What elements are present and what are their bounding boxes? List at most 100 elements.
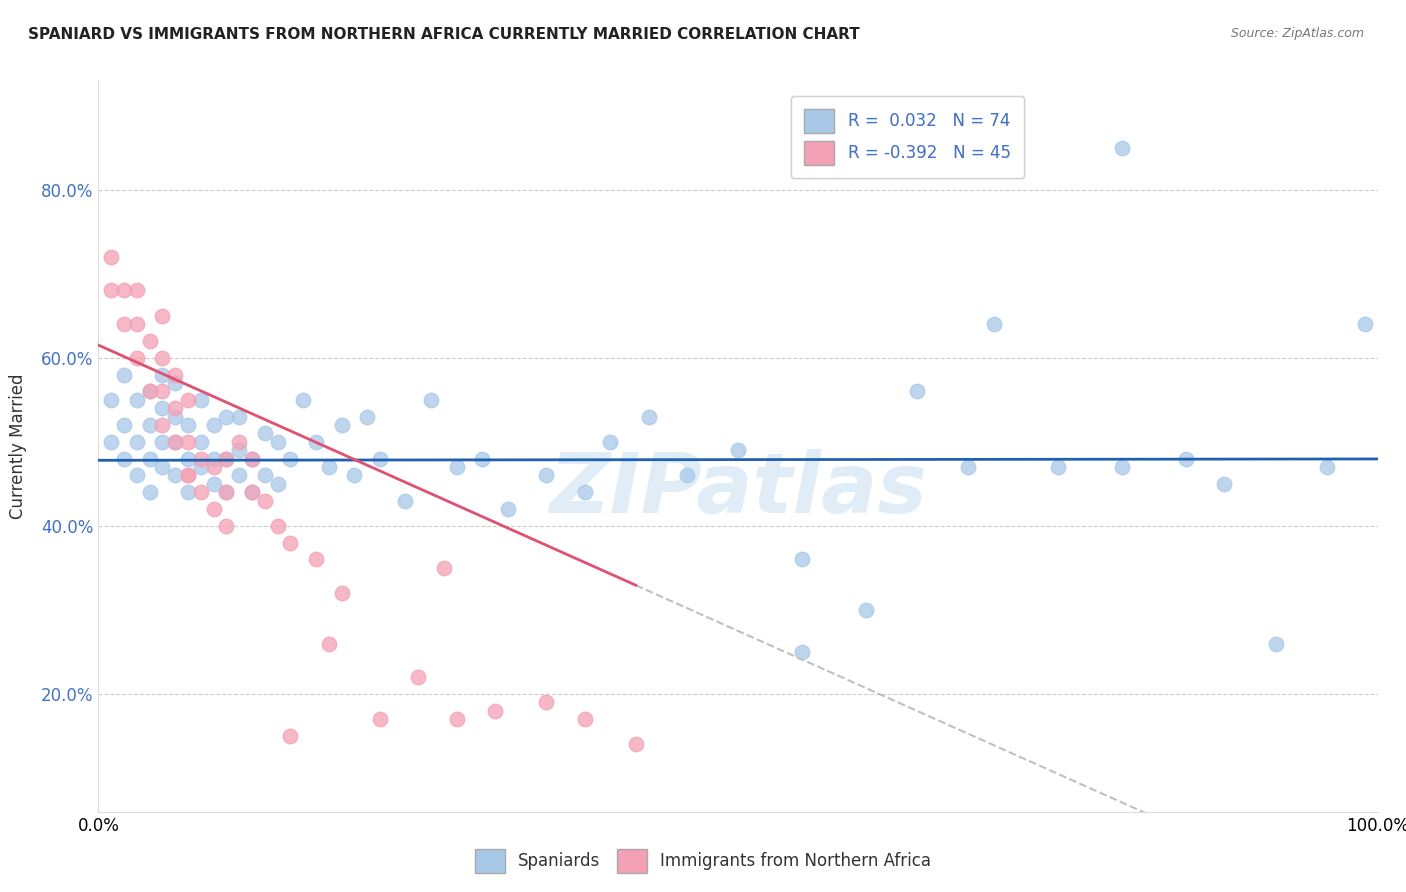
Point [100,392,122,407]
Legend: Spaniards, Immigrants from Northern Africa: Spaniards, Immigrants from Northern Afri… [468,842,938,880]
Point [957,460,980,475]
Point [190,485,212,500]
Point [1316,460,1339,475]
Point [152,309,174,323]
Point [574,712,596,726]
Point [138,384,160,399]
Point [125,317,148,331]
Point [125,434,148,449]
Point [471,451,494,466]
Text: ZIPatlas: ZIPatlas [550,450,927,531]
Point [278,729,301,743]
Point [228,468,250,483]
Point [138,451,160,466]
Point [624,738,647,752]
Point [100,284,122,298]
Point [190,451,212,466]
Point [215,519,238,533]
Point [138,417,160,432]
Point [253,426,276,441]
Point [215,485,238,500]
Point [433,561,456,575]
Point [420,392,443,407]
Point [100,434,122,449]
Point [125,284,148,298]
Point [152,460,174,475]
Point [790,645,813,659]
Point [165,368,187,382]
Point [177,468,200,483]
Point [190,460,212,475]
Point [676,468,699,483]
Text: Source: ZipAtlas.com: Source: ZipAtlas.com [1230,27,1364,40]
Point [330,417,353,432]
Point [138,384,160,399]
Point [228,434,250,449]
Point [112,317,135,331]
Point [138,485,160,500]
Point [599,434,621,449]
Point [202,502,225,516]
Point [305,552,328,566]
Point [177,392,200,407]
Point [330,586,353,600]
Point [112,284,135,298]
Point [278,451,301,466]
Point [343,468,366,483]
Point [1046,460,1069,475]
Point [790,552,813,566]
Point [125,468,148,483]
Point [165,434,187,449]
Point [1174,451,1197,466]
Point [1111,460,1133,475]
Point [727,443,749,458]
Point [356,409,378,424]
Point [637,409,659,424]
Point [152,368,174,382]
Point [215,485,238,500]
Point [574,485,596,500]
Point [278,535,301,549]
Point [202,476,225,491]
Point [152,351,174,365]
Point [152,401,174,416]
Point [190,392,212,407]
Point [152,384,174,399]
Point [1354,317,1376,331]
Point [165,409,187,424]
Point [253,468,276,483]
Y-axis label: Currently Married: Currently Married [10,373,27,519]
Point [177,434,200,449]
Point [368,451,391,466]
Point [484,704,506,718]
Point [228,409,250,424]
Point [855,603,877,617]
Point [165,401,187,416]
Point [253,493,276,508]
Point [100,250,122,264]
Point [318,460,340,475]
Point [305,434,328,449]
Point [165,468,187,483]
Point [368,712,391,726]
Point [228,443,250,458]
Point [240,451,263,466]
Point [215,451,238,466]
Point [125,392,148,407]
Point [534,695,557,709]
Point [202,451,225,466]
Point [394,493,416,508]
Point [215,409,238,424]
Point [446,712,468,726]
Point [408,670,430,684]
Point [1111,140,1133,154]
Point [177,468,200,483]
Point [202,460,225,475]
Point [266,476,288,491]
Point [1264,636,1286,650]
Point [138,334,160,348]
Point [190,434,212,449]
Point [152,434,174,449]
Point [446,460,468,475]
Point [1213,476,1236,491]
